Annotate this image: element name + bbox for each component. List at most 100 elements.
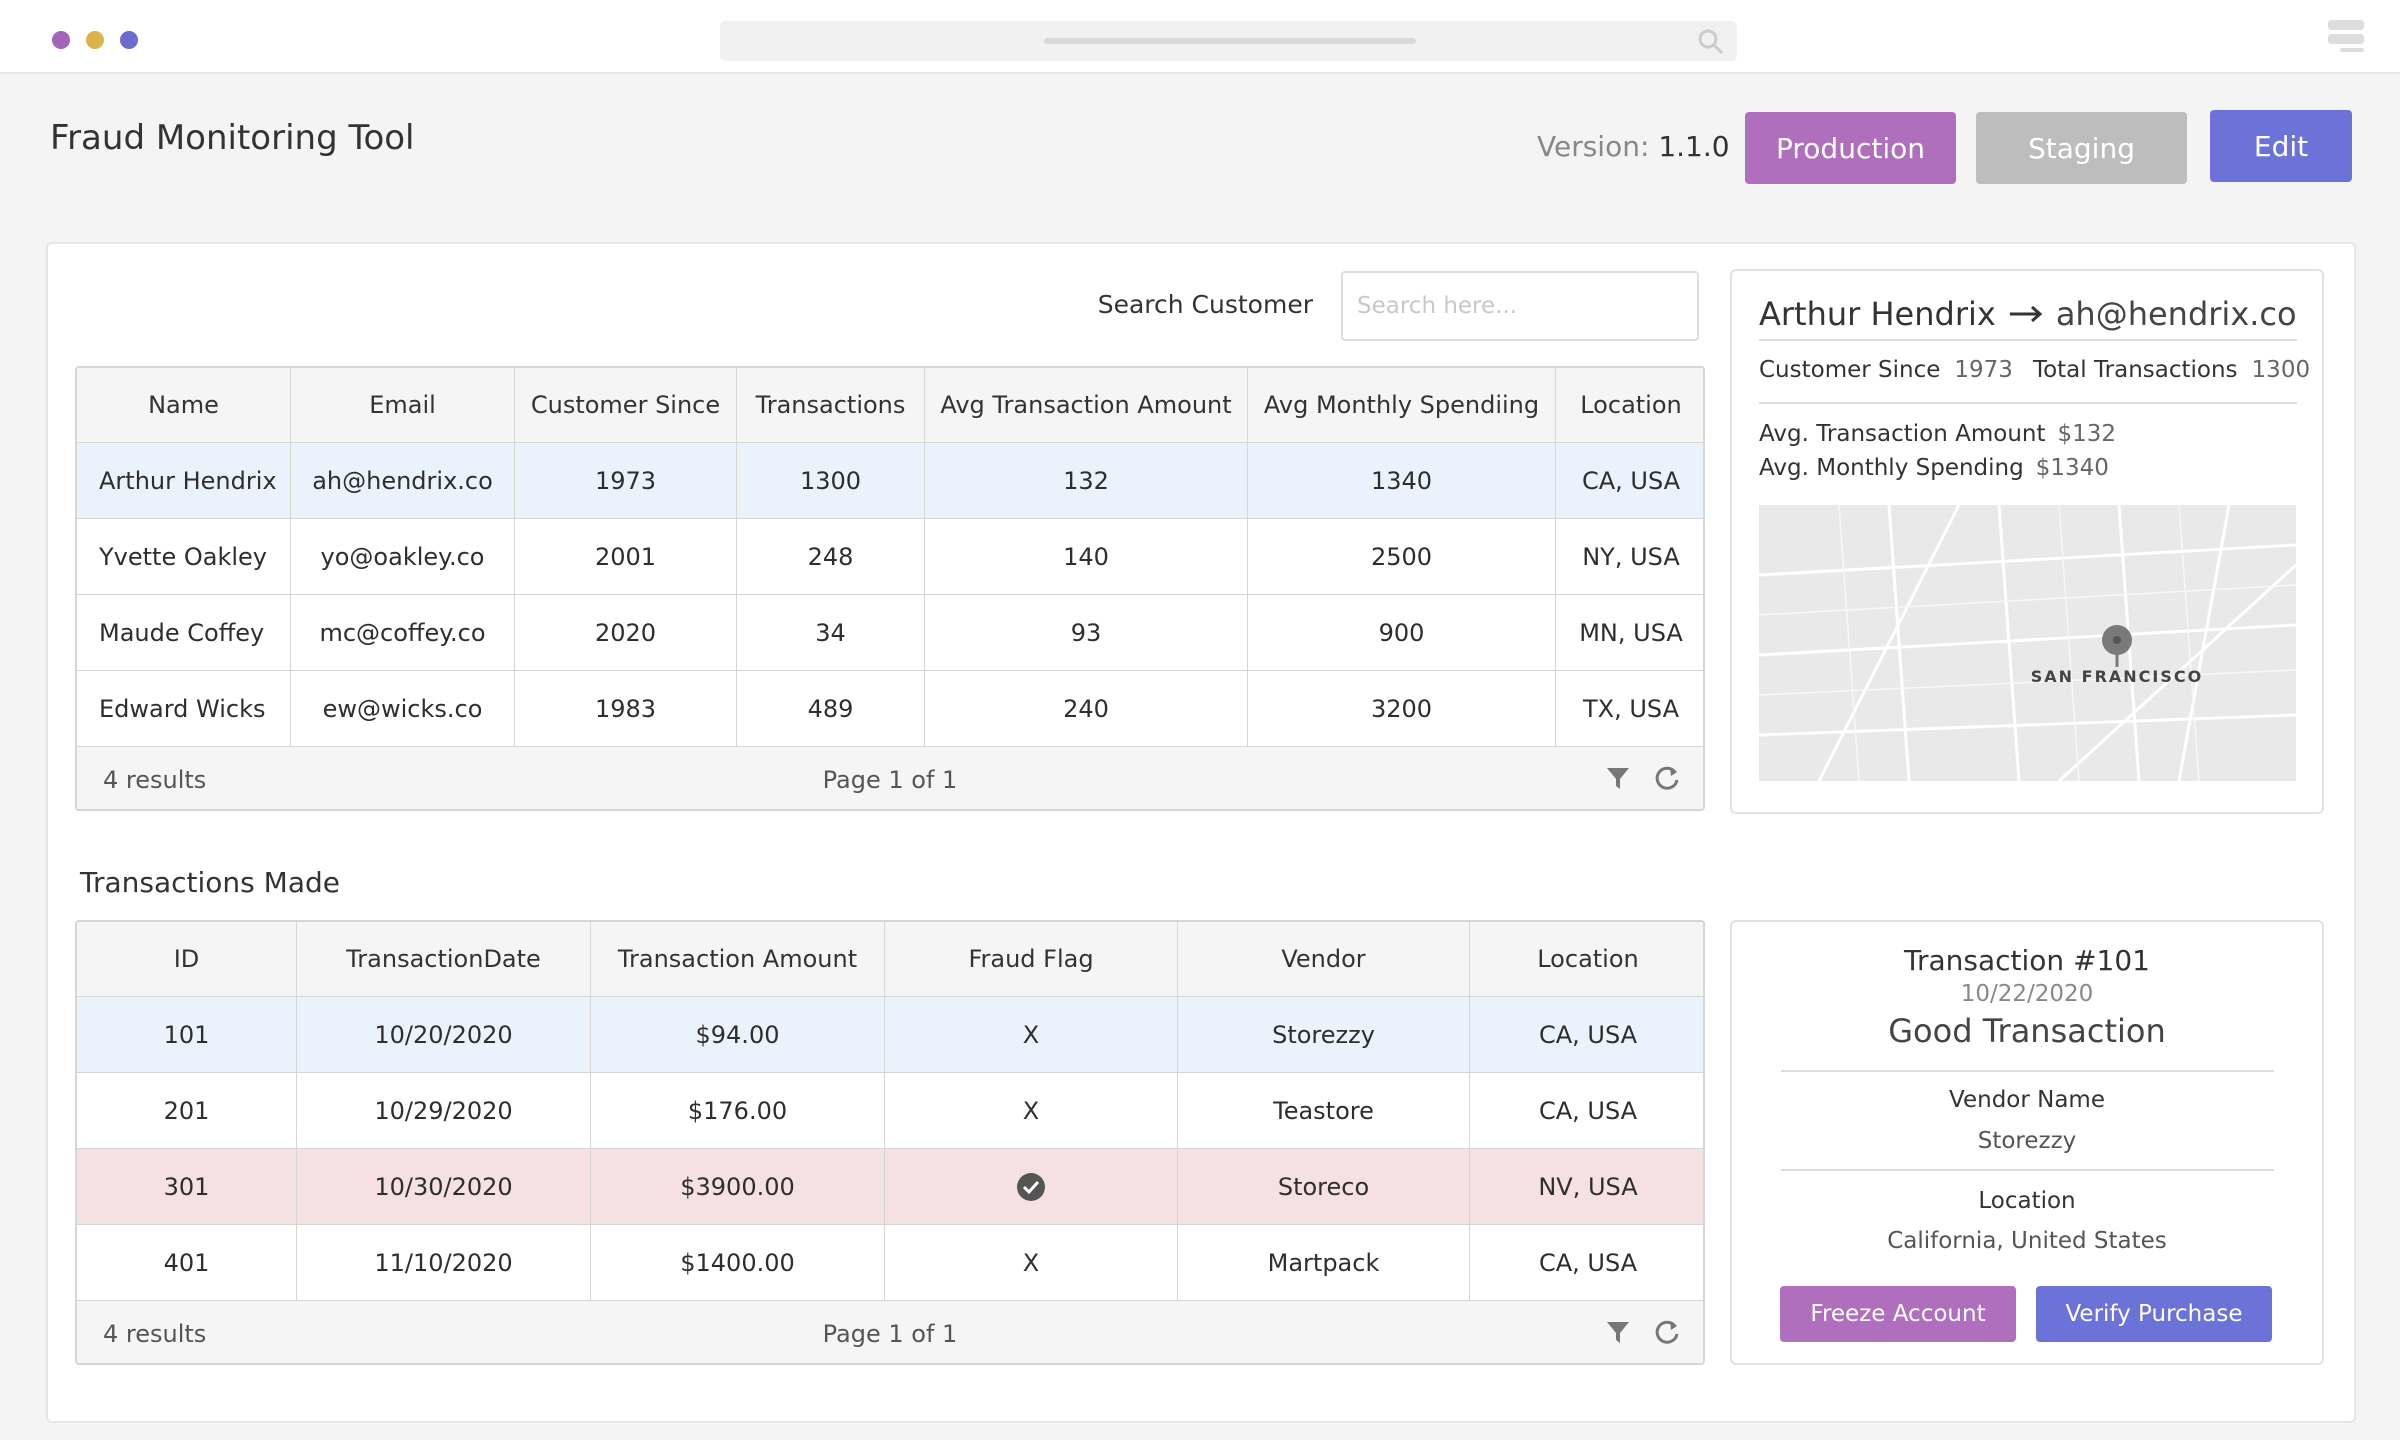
table-cell: 101 — [77, 997, 297, 1073]
avg-monthly: Avg. Monthly Spending $1340 — [1759, 455, 2109, 481]
refresh-icon[interactable] — [1652, 763, 1682, 793]
customer-heading: Arthur Hendrix ah@hendrix.co — [1759, 295, 2297, 333]
table-cell: 10/20/2020 — [297, 997, 591, 1073]
location-value: California, United States — [1732, 1228, 2322, 1254]
table-cell: NV, USA — [1470, 1149, 1705, 1225]
table-cell: $176.00 — [591, 1073, 885, 1149]
table-cell: CA, USA — [1470, 1073, 1705, 1149]
avg-amount: Avg. Transaction Amount$132 — [1759, 421, 2116, 447]
table-footer: 4 resultsPage 1 of 1 — [77, 1301, 1703, 1365]
page-info: Page 1 of 1 — [77, 1320, 1703, 1348]
window-controls — [0, 0, 2400, 72]
table-cell: CA, USA — [1470, 997, 1705, 1073]
table-cell: mc@coffey.co — [291, 595, 515, 671]
column-header: Avg Transaction Amount — [925, 368, 1248, 443]
transaction-title: Transaction #101 — [1732, 944, 2322, 977]
table-cell: X — [885, 1225, 1178, 1301]
table-cell: 900 — [1248, 595, 1556, 671]
table-cell: 10/30/2020 — [297, 1149, 591, 1225]
column-header: TransactionDate — [297, 922, 591, 997]
customer-name: Arthur Hendrix — [1759, 295, 1996, 333]
refresh-icon[interactable] — [1652, 1317, 1682, 1347]
table-cell: Yvette Oakley — [77, 519, 291, 595]
filter-icon[interactable] — [1603, 763, 1633, 793]
table-cell: 93 — [925, 595, 1248, 671]
table-cell: 1983 — [515, 671, 737, 747]
production-button[interactable]: Production — [1745, 112, 1956, 184]
total-value: 1300 — [2252, 357, 2311, 383]
table-cell: TX, USA — [1556, 671, 1705, 747]
table-cell: 2500 — [1248, 519, 1556, 595]
column-header: Location — [1470, 922, 1705, 997]
transaction-detail: Transaction #101 10/22/2020 Good Transac… — [1730, 920, 2324, 1365]
column-header: Transaction Amount — [591, 922, 885, 997]
divider — [1781, 1169, 2274, 1171]
divider — [1781, 1070, 2274, 1072]
column-header: Vendor — [1178, 922, 1470, 997]
table-cell: 34 — [737, 595, 925, 671]
transaction-status: Good Transaction — [1732, 1012, 2322, 1050]
table-cell: Maude Coffey — [77, 595, 291, 671]
table-cell: 489 — [737, 671, 925, 747]
staging-button[interactable]: Staging — [1976, 112, 2187, 184]
app-title: Fraud Monitoring Tool — [50, 118, 415, 158]
filter-icon[interactable] — [1603, 1317, 1633, 1347]
column-header: ID — [77, 922, 297, 997]
table-footer: 4 resultsPage 1 of 1 — [77, 747, 1703, 811]
divider — [1759, 339, 2297, 341]
table-cell: Storeco — [1178, 1149, 1470, 1225]
table-cell: 1340 — [1248, 443, 1556, 519]
customer-email: ah@hendrix.co — [2056, 295, 2297, 333]
arrow-icon — [2004, 304, 2048, 324]
table-cell: 132 — [925, 443, 1248, 519]
table-cell: 2020 — [515, 595, 737, 671]
table-cell: $3900.00 — [591, 1149, 885, 1225]
customer-table: NameEmailCustomer SinceTransactionsAvg T… — [75, 366, 1705, 811]
table-cell: NY, USA — [1556, 519, 1705, 595]
column-header: Fraud Flag — [885, 922, 1178, 997]
search-label: Search Customer — [1000, 290, 1313, 319]
table-cell — [885, 1149, 1178, 1225]
search-input[interactable]: Search here... — [1341, 271, 1699, 341]
table-cell: yo@oakley.co — [291, 519, 515, 595]
column-header: Name — [77, 368, 291, 443]
verify-button[interactable]: Verify Purchase — [2036, 1286, 2272, 1342]
table-cell: ew@wicks.co — [291, 671, 515, 747]
transaction-table: IDTransactionDateTransaction AmountFraud… — [75, 920, 1705, 1365]
edit-button[interactable]: Edit — [2210, 110, 2352, 182]
table-cell: 401 — [77, 1225, 297, 1301]
since-label: Customer Since — [1759, 357, 1940, 383]
table-cell: X — [885, 1073, 1178, 1149]
table-cell: ah@hendrix.co — [291, 443, 515, 519]
vendor-value: Storezzy — [1732, 1128, 2322, 1154]
freeze-button[interactable]: Freeze Account — [1780, 1286, 2016, 1342]
table-cell: 3200 — [1248, 671, 1556, 747]
total-label: Total Transactions — [2033, 357, 2238, 383]
map: SAN FRANCISCO — [1759, 505, 2296, 781]
table-cell: MN, USA — [1556, 595, 1705, 671]
avg-amount-label: Avg. Transaction Amount — [1759, 421, 2046, 447]
table-cell: Storezzy — [1178, 997, 1470, 1073]
avg-monthly-label: Avg. Monthly Spending — [1759, 455, 2024, 481]
vendor-label: Vendor Name — [1732, 1087, 2322, 1113]
table-cell: CA, USA — [1470, 1225, 1705, 1301]
window-bar — [0, 0, 2400, 74]
table-cell: $1400.00 — [591, 1225, 885, 1301]
table-cell: 2001 — [515, 519, 737, 595]
divider — [1759, 402, 2297, 404]
avg-monthly-value: $1340 — [2036, 455, 2109, 481]
column-header: Location — [1556, 368, 1705, 443]
since-value: 1973 — [1954, 357, 2013, 383]
table-cell: X — [885, 997, 1178, 1073]
version-label: Version: — [1537, 130, 1649, 163]
table-cell: 201 — [77, 1073, 297, 1149]
table-cell: $94.00 — [591, 997, 885, 1073]
column-header: Customer Since — [515, 368, 737, 443]
table-cell: 301 — [77, 1149, 297, 1225]
table-cell: 240 — [925, 671, 1248, 747]
check-icon — [1016, 1172, 1046, 1202]
customer-detail: Arthur Hendrix ah@hendrix.co Customer Si… — [1730, 269, 2324, 814]
column-header: Avg Monthly Spendiing — [1248, 368, 1556, 443]
version: Version: 1.1.0 — [1537, 130, 1730, 163]
